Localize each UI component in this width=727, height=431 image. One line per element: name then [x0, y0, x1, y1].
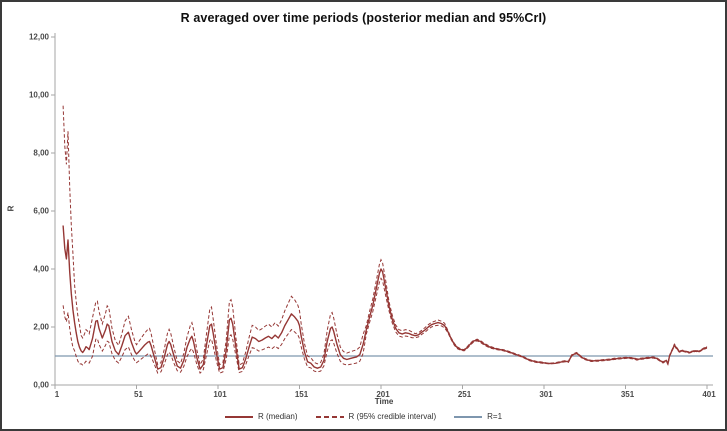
x-axis-title: Time: [374, 397, 394, 406]
r1-line-swatch-icon: [454, 415, 483, 418]
y-tick-label: 4,00: [33, 265, 49, 274]
y-tick-label: 8,00: [33, 149, 49, 158]
x-tick-label: 1: [55, 390, 60, 399]
legend-item-ci: R (95% credible interval): [315, 412, 437, 421]
y-tick-label: 12,00: [29, 33, 50, 42]
ci-upper-line: [62, 105, 708, 367]
x-tick-label: 51: [134, 390, 143, 399]
legend-label-median: R (median): [257, 412, 298, 421]
y-tick-label: 0,00: [33, 381, 49, 390]
legend-label-ci: R (95% credible interval): [348, 412, 437, 421]
y-tick-label: 2,00: [33, 323, 49, 332]
ci-dashed-line-swatch-icon: [315, 415, 344, 418]
x-tick-label: 351: [621, 390, 635, 399]
y-tick-label: 10,00: [29, 91, 50, 100]
chart-legend: R (median) R (95% credible interval) R=1: [2, 412, 725, 421]
x-tick-label: 201: [376, 390, 390, 399]
x-tick-label: 251: [458, 390, 472, 399]
legend-item-median: R (median): [224, 412, 298, 421]
y-tick-label: 6,00: [33, 207, 49, 216]
legend-label-r1: R=1: [487, 412, 503, 421]
median-line-swatch-icon: [224, 415, 253, 418]
median-line: [62, 225, 708, 370]
x-tick-label: 401: [702, 390, 716, 399]
chart-title: R averaged over time periods (posterior …: [180, 11, 547, 25]
x-tick-label: 101: [213, 390, 227, 399]
x-tick-label: 151: [295, 390, 309, 399]
legend-item-r1: R=1: [454, 412, 502, 421]
x-tick-label: 301: [539, 390, 553, 399]
